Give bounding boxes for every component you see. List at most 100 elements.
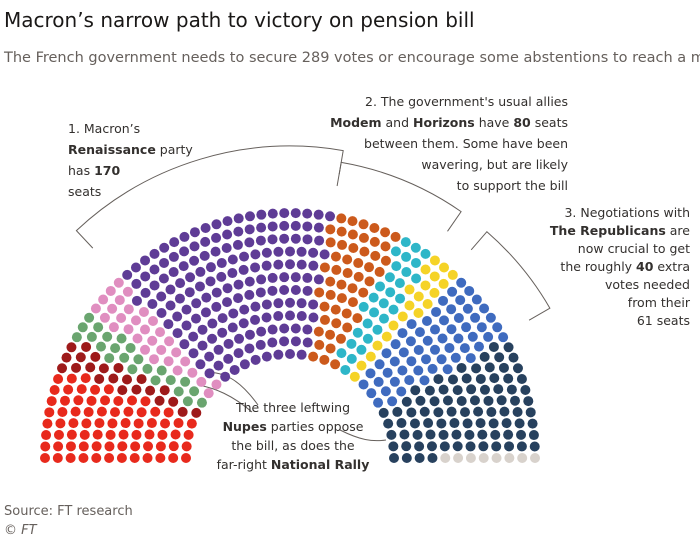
annotation-text: 80 xyxy=(513,115,531,130)
seat xyxy=(330,359,341,370)
seat xyxy=(404,300,415,311)
seat xyxy=(450,352,461,363)
seat xyxy=(110,407,121,418)
seat xyxy=(130,441,141,452)
seat xyxy=(188,331,199,342)
seat xyxy=(78,441,89,452)
seat xyxy=(267,234,278,245)
seat xyxy=(125,342,136,353)
seat xyxy=(204,351,215,362)
seat xyxy=(362,318,373,329)
seat xyxy=(188,348,199,359)
seat xyxy=(68,418,79,429)
seat xyxy=(452,441,463,452)
seat xyxy=(117,385,128,396)
seat xyxy=(444,342,455,353)
seat xyxy=(211,232,222,243)
seat xyxy=(85,362,96,373)
seat xyxy=(397,365,408,376)
seat xyxy=(314,339,325,350)
seat xyxy=(401,396,412,407)
seat xyxy=(325,289,336,300)
annotation-line: between them. Some have been xyxy=(364,136,568,151)
seat xyxy=(358,287,369,298)
annotation-line: The Republicans are xyxy=(550,223,690,238)
seat xyxy=(346,338,357,349)
seat xyxy=(200,222,211,233)
seat xyxy=(201,292,212,303)
seat xyxy=(108,373,119,384)
seat xyxy=(382,367,393,378)
seat xyxy=(388,304,399,315)
seat xyxy=(179,339,190,350)
seat xyxy=(330,251,341,262)
seat xyxy=(114,295,125,306)
seat xyxy=(140,344,151,355)
seat xyxy=(498,362,509,373)
seat xyxy=(127,395,138,406)
seat xyxy=(285,246,295,257)
seat xyxy=(400,237,411,248)
seat xyxy=(132,333,143,344)
seat xyxy=(163,356,174,367)
seat xyxy=(65,453,76,463)
seat xyxy=(378,298,389,309)
seat xyxy=(353,271,364,282)
seat xyxy=(420,248,431,259)
seat xyxy=(290,285,301,296)
seat xyxy=(244,224,255,235)
seat xyxy=(146,418,157,429)
annotation-text: from their xyxy=(628,295,691,310)
seat xyxy=(239,251,250,262)
seat xyxy=(157,429,168,440)
seat xyxy=(313,326,324,337)
seat xyxy=(395,293,406,304)
seat xyxy=(261,299,272,310)
seat xyxy=(217,313,228,324)
seat xyxy=(404,375,415,386)
seat xyxy=(483,395,494,406)
seat xyxy=(105,285,116,296)
seat xyxy=(104,441,115,452)
seat xyxy=(388,441,399,452)
seat xyxy=(140,271,151,282)
seat xyxy=(156,307,167,318)
seat xyxy=(223,353,234,364)
seat xyxy=(79,429,90,440)
seat xyxy=(364,276,375,287)
seat xyxy=(349,371,360,382)
seat xyxy=(389,356,400,367)
seat xyxy=(302,221,313,232)
seat xyxy=(347,297,358,308)
seat xyxy=(172,311,183,322)
seat xyxy=(506,384,517,395)
seat xyxy=(222,216,233,227)
seat xyxy=(173,418,184,429)
seat xyxy=(185,272,196,283)
seat xyxy=(211,219,222,230)
seat xyxy=(431,306,442,317)
seat xyxy=(239,359,250,370)
seat xyxy=(63,384,74,395)
seat xyxy=(131,278,142,289)
seat xyxy=(353,258,364,269)
seat xyxy=(158,273,169,284)
seat xyxy=(116,333,127,344)
seat xyxy=(279,272,290,283)
seat xyxy=(510,395,521,406)
seat xyxy=(159,242,170,253)
seat xyxy=(255,287,266,298)
seat xyxy=(191,313,202,324)
seat xyxy=(94,373,105,384)
seat xyxy=(147,335,158,346)
seat xyxy=(380,386,391,397)
seat xyxy=(255,235,266,246)
annotation-text: wavering, but are likely xyxy=(421,157,568,172)
seat xyxy=(413,307,424,318)
seat xyxy=(244,289,255,300)
seat xyxy=(234,333,245,344)
seat xyxy=(356,360,367,371)
seat xyxy=(342,268,353,279)
seat xyxy=(279,220,290,231)
seat xyxy=(285,349,295,359)
